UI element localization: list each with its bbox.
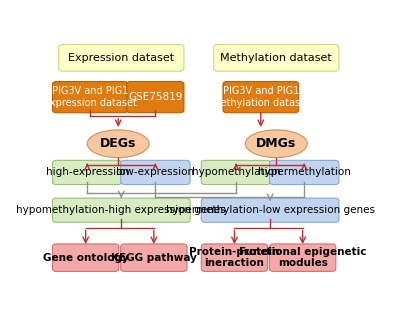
- Text: KEGG pathway: KEGG pathway: [111, 253, 197, 263]
- Ellipse shape: [245, 130, 307, 158]
- FancyBboxPatch shape: [214, 44, 339, 71]
- Text: Methylation dataset: Methylation dataset: [220, 53, 332, 63]
- Text: PIG3V and PIG1
expression dataset: PIG3V and PIG1 expression dataset: [44, 86, 137, 108]
- FancyBboxPatch shape: [52, 244, 119, 271]
- FancyBboxPatch shape: [52, 81, 128, 113]
- FancyBboxPatch shape: [201, 244, 268, 271]
- Text: GSE75819: GSE75819: [128, 92, 182, 102]
- Text: Functional epigenetic
modules: Functional epigenetic modules: [239, 247, 366, 268]
- Text: Gene ontology: Gene ontology: [43, 253, 128, 263]
- FancyBboxPatch shape: [270, 244, 336, 271]
- Text: high-expression: high-expression: [46, 167, 129, 178]
- Text: DEGs: DEGs: [100, 137, 136, 150]
- Ellipse shape: [87, 130, 149, 158]
- Text: hypomethylation: hypomethylation: [192, 167, 280, 178]
- Text: hypermethylation-low expression genes: hypermethylation-low expression genes: [166, 205, 375, 215]
- FancyBboxPatch shape: [59, 44, 184, 71]
- FancyBboxPatch shape: [270, 160, 339, 184]
- FancyBboxPatch shape: [223, 81, 299, 113]
- FancyBboxPatch shape: [127, 81, 184, 113]
- Text: hypomethylation-high expression genes: hypomethylation-high expression genes: [16, 205, 226, 215]
- FancyBboxPatch shape: [121, 160, 190, 184]
- FancyBboxPatch shape: [52, 160, 122, 184]
- FancyBboxPatch shape: [201, 160, 271, 184]
- Text: PIG3V and PIG1
methylation dataset: PIG3V and PIG1 methylation dataset: [211, 86, 310, 108]
- FancyBboxPatch shape: [52, 198, 190, 222]
- Text: Expression dataset: Expression dataset: [68, 53, 174, 63]
- Text: low-expression: low-expression: [116, 167, 194, 178]
- FancyBboxPatch shape: [121, 244, 187, 271]
- Text: DMGs: DMGs: [256, 137, 296, 150]
- Text: Protein-protein
ineraction: Protein-protein ineraction: [189, 247, 280, 268]
- Text: hypermethylation: hypermethylation: [258, 167, 351, 178]
- FancyBboxPatch shape: [201, 198, 339, 222]
